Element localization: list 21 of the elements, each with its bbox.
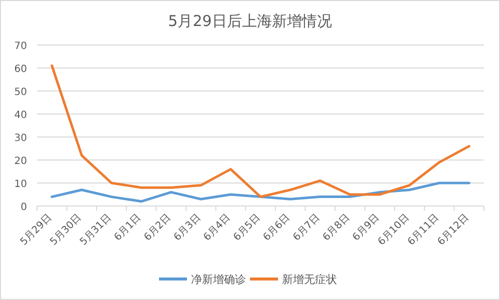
line-series — [50, 64, 470, 198]
y-tick-label: 20 — [14, 156, 27, 167]
y-tick-label: 30 — [14, 133, 27, 144]
y-tick-label: 10 — [14, 179, 27, 190]
x-tick-label: 6月6日 — [261, 212, 292, 244]
y-tick-label: 70 — [14, 41, 27, 52]
x-tick-label: 6月5日 — [232, 212, 263, 244]
x-tick-label: 6月1日 — [112, 212, 144, 244]
chart-title: 5月29日后上海新增情况 — [168, 12, 332, 30]
y-tick-label: 40 — [14, 110, 27, 121]
x-tick-label: 6月8日 — [321, 212, 352, 244]
y-tick-label: 50 — [14, 87, 27, 98]
legend-label: 新增无症状 — [282, 273, 337, 286]
x-tick-label: 6月7日 — [291, 212, 322, 244]
y-tick-label: 60 — [14, 64, 27, 75]
line-series — [50, 182, 470, 203]
x-tick-label: 6月3日 — [172, 212, 204, 244]
x-tick-label: 6月4日 — [202, 212, 233, 244]
y-tick-label: 0 — [20, 202, 27, 213]
legend-label: 净新增确诊 — [191, 273, 246, 286]
x-tick-label: 6月2日 — [142, 212, 174, 244]
